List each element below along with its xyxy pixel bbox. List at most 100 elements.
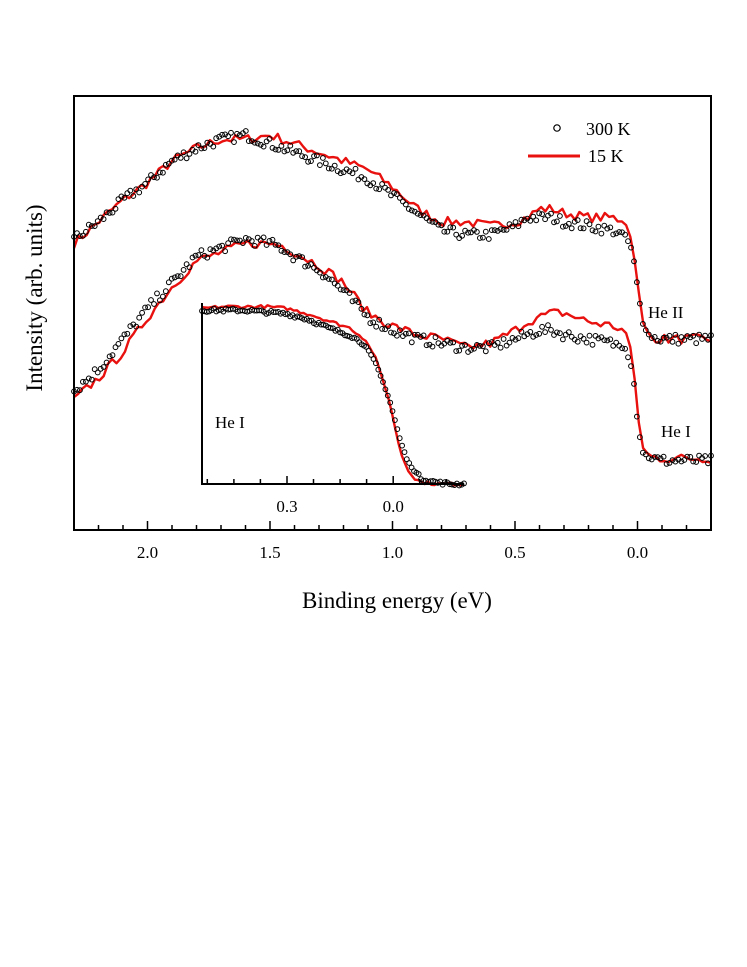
main-series-he-ii-300-k-point (272, 146, 279, 153)
main-series-he-i-300-k-point (157, 297, 163, 304)
main-series-he-i-300-k-point (80, 378, 86, 385)
main-series-he-i-300-k-point (482, 348, 489, 355)
main-series-he-ii-300-k-point (642, 327, 649, 334)
main-series-he-ii-300-k-point (213, 135, 220, 142)
main-series-he-i-300-k-point (657, 455, 664, 462)
main-series-he-i-300-k-point (574, 338, 581, 345)
main-series-he-i-300-k-point (222, 248, 229, 255)
main-series-he-ii-300-k-point (245, 138, 252, 145)
main-series-he-i-300-k-point (681, 457, 688, 463)
main-series-he-i-300-k-point (494, 339, 501, 346)
main-series-he-i-300-k-point (515, 335, 522, 342)
main-series-he-ii-300-k-point (296, 148, 303, 155)
main-series-he-i-300-k-point (160, 293, 166, 300)
main-series-he-i-300-k-point (165, 279, 172, 286)
main-series-he-i-300-k-point (669, 457, 676, 464)
inset-series-he-i-300-k-inset-point (382, 386, 389, 393)
main-series-he-i-300-k-point (269, 236, 276, 243)
main-series-he-ii-300-k-point (601, 222, 608, 229)
inset-series-he-i-300-k-inset-point (394, 426, 401, 433)
main-series-he-ii-300-k-point (604, 225, 611, 232)
main-series-he-i-300-k-point (684, 453, 691, 460)
main-series-he-i-300-k-point (148, 297, 154, 303)
main-series-he-ii-300-k-point (441, 228, 448, 235)
main-series-he-ii-300-k-point (471, 227, 477, 234)
main-series-he-ii-300-k-point (352, 165, 359, 172)
main-series-he-ii-300-k-point (281, 148, 288, 155)
main-series-he-i-300-k-point (145, 304, 152, 311)
main-series-he-ii-300-k-point (613, 230, 620, 237)
main-series-he-ii-300-k-point (702, 332, 708, 339)
main-series-he-i-300-k-point (379, 326, 386, 332)
main-series-he-i-300-k-point (645, 455, 652, 462)
main-series-he-i-300-k-point (162, 288, 169, 295)
main-series-he-ii-300-k-point (690, 332, 697, 339)
main-series-he-ii-300-k-point (405, 206, 412, 212)
inset-series-he-i-300-k-inset-point (384, 392, 391, 399)
legend-marker-300k (553, 124, 561, 132)
main-series-he-i-15-k-line (73, 239, 712, 464)
main-series-he-i-300-k-point (651, 454, 658, 460)
main-series-he-i-300-k-point (530, 333, 537, 340)
legend: 300 K 15 K (528, 119, 631, 166)
main-series-he-ii-300-k-point (672, 331, 679, 338)
main-series-he-ii-300-k-point (417, 212, 424, 219)
main-series-he-i-300-k-point (305, 262, 312, 269)
main-series-he-ii-300-k-point (317, 162, 323, 169)
main-series-he-ii-300-k-point (681, 337, 688, 343)
main-series-he-i-300-k-point (545, 322, 551, 329)
main-series-he-ii-300-k-point (595, 223, 602, 230)
main-series-he-i-300-k-point (177, 273, 184, 280)
main-series-he-ii-300-k-point (183, 155, 190, 162)
main-series-he-i-300-k-point (637, 434, 643, 441)
main-series-he-i-300-k-point (512, 336, 519, 343)
main-series-he-i-300-k-point (598, 334, 605, 341)
main-series-he-ii-300-k-point (186, 151, 193, 157)
main-series-he-ii-300-k-point (284, 147, 291, 154)
main-series-he-i-300-k-point (604, 337, 611, 344)
main-series-he-i-300-k-point (290, 257, 297, 264)
main-series-he-ii-300-k-point (385, 187, 392, 193)
main-series-he-i-300-k-point (171, 274, 178, 281)
main-series-he-ii-300-k-point (331, 162, 338, 169)
main-series-he-ii-300-k-point (465, 229, 472, 236)
main-series-he-i-300-k-point (631, 381, 637, 387)
main-series-he-i-300-k-point (642, 451, 649, 458)
main-series-he-i-300-k-point (361, 311, 368, 318)
main-series-he-i-300-k-point (408, 339, 415, 346)
main-series-he-ii-300-k-point (109, 209, 116, 216)
main-series-he-i-300-k-point (174, 273, 181, 280)
inset-series-he-i-300-k-inset-point (415, 471, 422, 477)
main-series-he-ii-300-k-point (699, 336, 705, 342)
main-series-he-ii-300-k-point (130, 193, 137, 199)
main-series-he-ii-300-k-point (631, 258, 637, 265)
main-series-he-i-300-k-point (577, 333, 584, 340)
main-series-he-ii-300-k-point (88, 223, 95, 229)
main-series-he-ii-300-k-point (106, 210, 113, 216)
main-series-he-i-300-k-point (133, 323, 140, 330)
main-series-he-ii-300-k-point (542, 216, 548, 223)
main-series-he-i-300-k-point (228, 236, 234, 243)
main-series-he-ii-300-k-point (308, 158, 314, 165)
main-series-he-ii-300-k-point (290, 149, 297, 156)
main-series-he-i-300-k-point (625, 354, 631, 361)
main-series-he-ii-300-k-point (195, 142, 202, 149)
main-series-he-i-300-k-markers (71, 234, 714, 467)
main-series-he-ii-300-k-point (657, 338, 664, 345)
main-series-he-ii-300-k-point (482, 228, 489, 235)
main-series-he-ii-300-k-point (660, 334, 667, 341)
main-series-he-ii-300-k-point (580, 225, 587, 232)
main-series-he-i-300-k-point (411, 331, 418, 338)
main-series-he-ii-300-k-point (192, 148, 199, 155)
main-series-he-i-300-k-point (432, 334, 439, 341)
main-series-he-ii-300-k-point (77, 233, 83, 240)
main-series-he-ii-300-k-point (136, 189, 143, 196)
main-series-he-i-300-k-point (420, 332, 427, 339)
main-series-he-i-300-k-point (583, 339, 590, 346)
main-series-he-ii-300-k-point (397, 195, 403, 201)
main-series-he-i-300-k-point (334, 282, 341, 289)
main-series-he-i-300-k-point (628, 363, 634, 370)
main-series-he-i-300-k-point (678, 458, 685, 465)
main-series-he-ii-300-k-point (91, 223, 98, 230)
main-series-he-ii-300-k-point (142, 181, 149, 187)
